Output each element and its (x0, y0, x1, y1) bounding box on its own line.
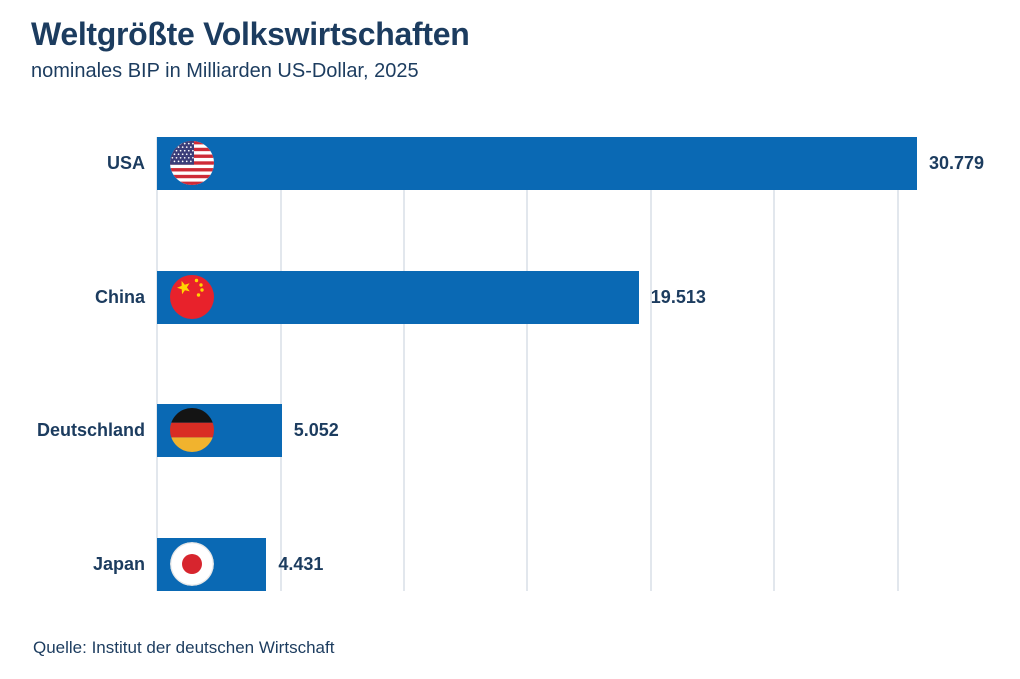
japan-flag-icon (170, 542, 214, 586)
usa-flag-icon (170, 141, 214, 185)
bar (157, 404, 282, 458)
germany-flag-icon (170, 408, 214, 453)
chart-title: Weltgrößte Volkswirtschaften (31, 16, 470, 52)
gridline (773, 137, 776, 591)
chart-subtitle: nominales BIP in Milliarden US-Dollar, 2… (31, 59, 419, 82)
gridline (279, 137, 282, 591)
gridline (896, 137, 899, 591)
source-note: Quelle: Institut der deutschen Wirtschaf… (33, 638, 335, 657)
bar-label: China (94, 286, 145, 307)
china-flag-icon (170, 274, 214, 319)
bar-label: USA (106, 153, 145, 173)
bar-row: Deutschland 5.052 (37, 404, 957, 458)
bar-label: Deutschland (36, 420, 145, 441)
bar-value: 5.052 (293, 420, 339, 441)
bar-row: Japan 4.431 (93, 538, 957, 591)
bar-row: USA 30.779 (107, 137, 984, 190)
bar-label: Japan (92, 554, 145, 574)
gridline (649, 137, 652, 591)
plot-area: USA 30.779 China 19.513 Deutschland 5.052 Japa… (37, 137, 984, 591)
bar (157, 137, 917, 190)
bar-value: 4.431 (278, 554, 324, 574)
bar-row: China 19.513 (95, 270, 957, 324)
bar-value: 19.513 (650, 286, 706, 307)
gridline (402, 137, 405, 591)
gridline (526, 137, 529, 591)
gridline (156, 137, 158, 591)
bar (157, 538, 267, 591)
chart-header: Weltgrößte Volkswirtschaften nominales B… (31, 16, 470, 83)
bar (157, 270, 639, 324)
bar-value: 30.779 (929, 153, 985, 173)
